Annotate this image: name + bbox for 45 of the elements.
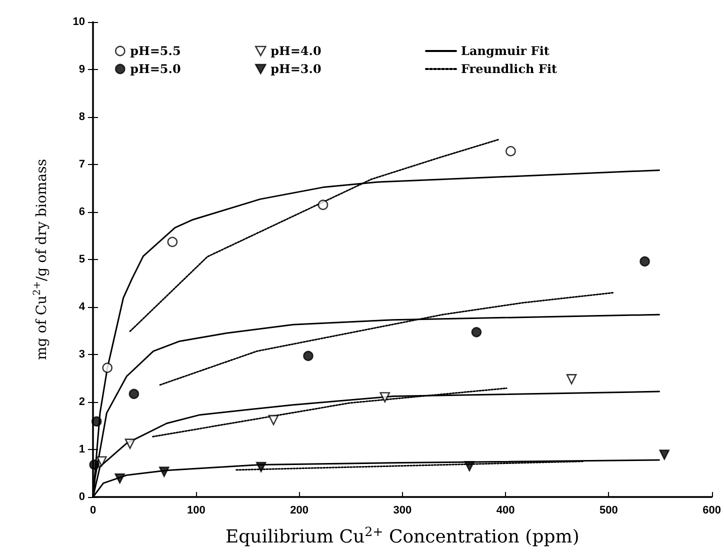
x-tick-label: 100 (186, 504, 206, 516)
point (89, 460, 100, 470)
x-tick-label: 600 (702, 504, 722, 516)
point (91, 416, 102, 427)
legend-label: Freundlich Fit (461, 62, 558, 76)
point (124, 438, 136, 449)
y-tick-label: 8 (78, 111, 85, 123)
x-tick-label: 500 (600, 504, 618, 516)
point (167, 236, 178, 248)
y-tick-label: 0 (78, 491, 85, 503)
y-tick-label: 7 (78, 158, 85, 170)
y-tick-label: 9 (78, 64, 85, 76)
y-tick-label: 5 (78, 254, 85, 266)
legend-label: pH=5.5 (130, 44, 181, 58)
point (102, 362, 112, 373)
x-tick-label: 400 (496, 504, 515, 516)
legend-label: pH=5.0 (130, 62, 181, 76)
point (256, 462, 266, 472)
point (159, 466, 170, 477)
legend-label: pH=3.0 (270, 62, 322, 76)
point (318, 200, 328, 210)
y-axis-title: mg of Cu2+/g of dry biomass (32, 159, 50, 360)
legend-label: Langmuir Fit (461, 44, 550, 58)
x-tick-label: 300 (393, 504, 412, 516)
point (640, 256, 650, 267)
point (659, 450, 670, 460)
y-tick-label: 10 (72, 16, 85, 28)
y-tick-label: 4 (78, 301, 86, 313)
x-tick-label: 200 (290, 504, 308, 516)
point (464, 460, 475, 472)
point (303, 350, 314, 362)
point (268, 414, 279, 426)
point (96, 456, 107, 467)
point (506, 146, 516, 156)
x-tick-label: 0 (90, 504, 96, 516)
point (114, 473, 125, 484)
point (380, 392, 390, 402)
legend-label: pH=4.0 (270, 44, 322, 58)
point (566, 374, 577, 384)
y-tick-label: 3 (78, 348, 85, 360)
point (471, 327, 482, 338)
y-tick-label: 1 (78, 444, 85, 456)
y-tick-label: 6 (78, 206, 85, 218)
point (128, 388, 140, 400)
y-tick-label: 2 (78, 396, 85, 408)
